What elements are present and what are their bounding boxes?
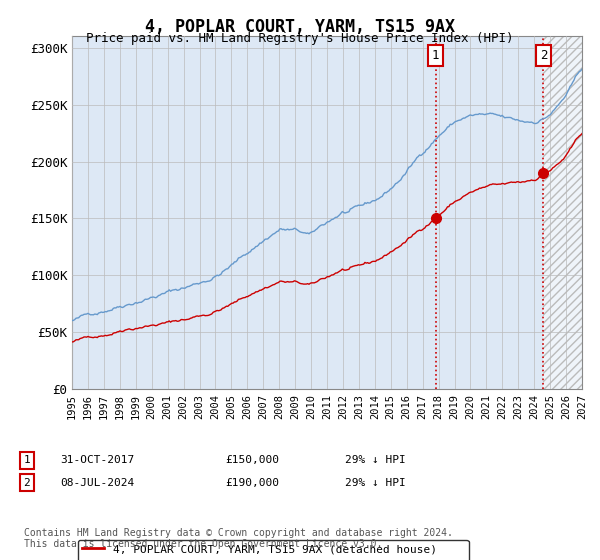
- Bar: [544, 36, 583, 389]
- Bar: [544, 36, 583, 389]
- Text: Contains HM Land Registry data © Crown copyright and database right 2024.
This d: Contains HM Land Registry data © Crown c…: [24, 528, 453, 549]
- Text: £150,000: £150,000: [225, 455, 279, 465]
- Text: 4, POPLAR COURT, YARM, TS15 9AX: 4, POPLAR COURT, YARM, TS15 9AX: [145, 18, 455, 36]
- Text: 29% ↓ HPI: 29% ↓ HPI: [345, 478, 406, 488]
- Text: 2: 2: [539, 49, 547, 62]
- Text: Price paid vs. HM Land Registry's House Price Index (HPI): Price paid vs. HM Land Registry's House …: [86, 32, 514, 45]
- Text: 29% ↓ HPI: 29% ↓ HPI: [345, 455, 406, 465]
- Legend: 4, POPLAR COURT, YARM, TS15 9AX (detached house), HPI: Average price, detached h: 4, POPLAR COURT, YARM, TS15 9AX (detache…: [77, 540, 469, 560]
- Text: £190,000: £190,000: [225, 478, 279, 488]
- Text: 31-OCT-2017: 31-OCT-2017: [60, 455, 134, 465]
- Text: 08-JUL-2024: 08-JUL-2024: [60, 478, 134, 488]
- Text: 2: 2: [23, 478, 31, 488]
- Text: 1: 1: [432, 49, 439, 62]
- Text: 1: 1: [23, 455, 31, 465]
